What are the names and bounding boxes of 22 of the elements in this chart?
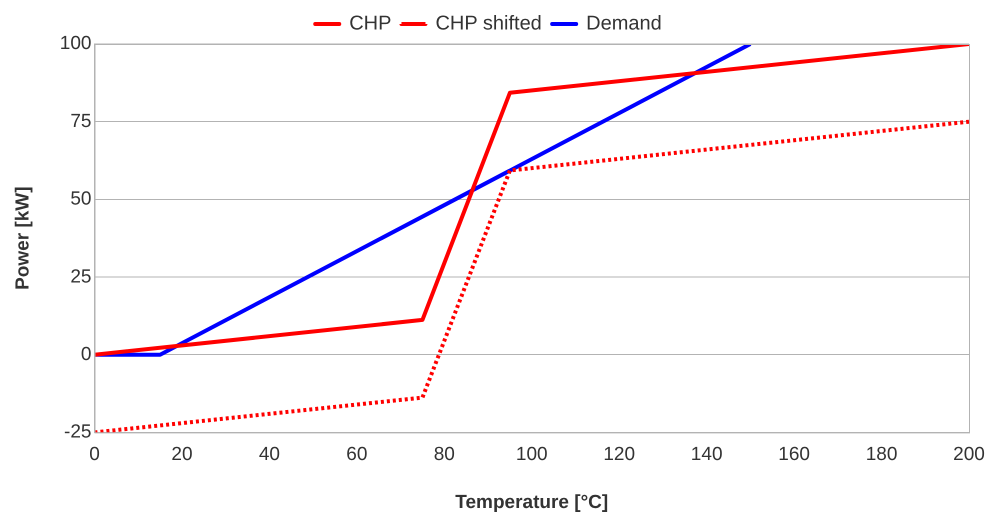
legend-label: CHP — [349, 12, 392, 35]
y-tick-label: 100 — [60, 33, 92, 54]
x-tick-label: 40 — [258, 444, 280, 466]
legend-label: Demand — [586, 12, 662, 35]
x-tick-label: 120 — [603, 444, 636, 466]
y-tick-label: 0 — [80, 344, 92, 365]
x-tick-label: 80 — [434, 444, 455, 466]
y-tick-label: 50 — [70, 188, 92, 210]
x-tick-label: 60 — [346, 444, 368, 466]
legend-label: CHP shifted — [435, 12, 542, 35]
x-tick-label: 200 — [953, 444, 985, 466]
x-tick-label: 180 — [866, 444, 898, 466]
x-tick-label: 160 — [778, 444, 810, 466]
x-tick-label: 100 — [516, 444, 548, 466]
x-axis-title: Temperature [°C] — [455, 492, 608, 513]
y-axis-title: Power [kW] — [12, 186, 34, 290]
y-tick-label: -25 — [64, 422, 92, 443]
x-tick-label: 140 — [690, 444, 722, 466]
y-tick-label: 25 — [70, 266, 92, 288]
x-tick-label: 20 — [171, 444, 193, 466]
line-series — [94, 120, 969, 432]
y-tick-label: 75 — [70, 110, 92, 132]
